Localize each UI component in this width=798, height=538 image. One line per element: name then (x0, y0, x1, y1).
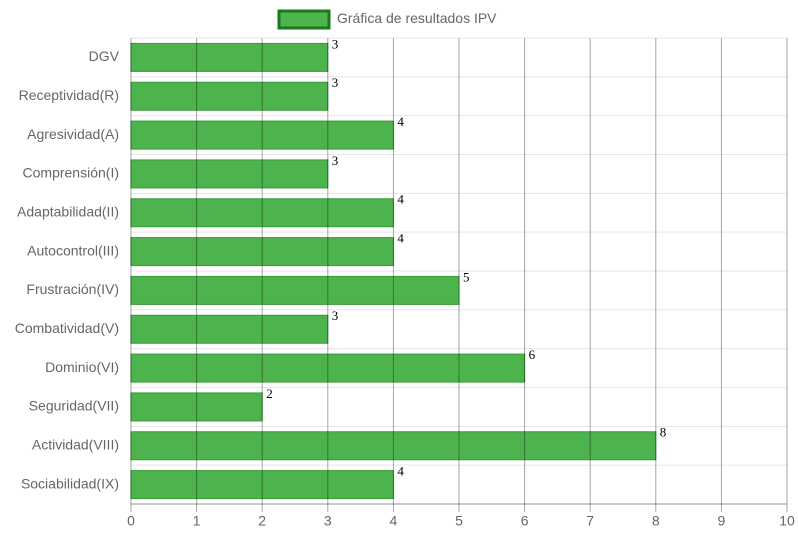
value-label: 3 (332, 36, 339, 51)
x-tick-label: 4 (390, 513, 398, 529)
bar (130, 120, 394, 150)
value-label: 4 (397, 231, 404, 246)
y-tick-label: Actividad(VIII) (32, 436, 119, 452)
y-tick-label: Receptividad(R) (19, 87, 119, 103)
value-label: 8 (660, 425, 667, 440)
bar (130, 237, 394, 267)
y-tick-label: Comprensión(I) (23, 165, 119, 181)
x-tick-label: 0 (127, 513, 135, 529)
x-tick-label: 5 (455, 513, 463, 529)
value-label: 2 (266, 386, 273, 401)
x-tick-label: 7 (586, 513, 594, 529)
value-label: 3 (332, 75, 339, 90)
bar (130, 314, 329, 344)
value-label: 4 (397, 192, 404, 207)
y-tick-label: Combatividad(V) (15, 320, 119, 336)
value-label: 3 (332, 153, 339, 168)
value-label: 6 (529, 347, 536, 362)
value-label: 5 (463, 269, 470, 284)
y-tick-label: Sociabilidad(IX) (21, 475, 119, 491)
bar (130, 353, 526, 383)
bar (130, 81, 329, 111)
legend-label: Gráfica de resultados IPV (337, 10, 497, 26)
x-tick-label: 3 (324, 513, 332, 529)
bar (130, 198, 394, 228)
bar (130, 275, 460, 305)
bar (130, 470, 394, 500)
y-tick-label: Seguridad(VII) (29, 398, 119, 414)
y-tick-label: DGV (89, 48, 120, 64)
x-tick-label: 2 (258, 513, 266, 529)
y-tick-label: Autocontrol(III) (27, 242, 119, 258)
x-tick-label: 9 (718, 513, 726, 529)
y-tick-label: Frustración(IV) (26, 281, 119, 297)
x-tick-label: 10 (779, 513, 795, 529)
value-label: 4 (397, 114, 404, 129)
y-tick-label: Dominio(VI) (45, 359, 119, 375)
value-label: 4 (397, 464, 404, 479)
legend-swatch (277, 9, 331, 30)
bar (130, 431, 657, 461)
y-tick-label: Agresividad(A) (27, 126, 119, 142)
x-tick-label: 8 (652, 513, 660, 529)
y-tick-label: Adaptabilidad(II) (17, 203, 119, 219)
bar (130, 42, 329, 72)
value-label: 3 (332, 308, 339, 323)
bar (130, 159, 329, 189)
x-tick-label: 1 (193, 513, 201, 529)
bar (130, 392, 263, 422)
x-tick-label: 6 (521, 513, 529, 529)
